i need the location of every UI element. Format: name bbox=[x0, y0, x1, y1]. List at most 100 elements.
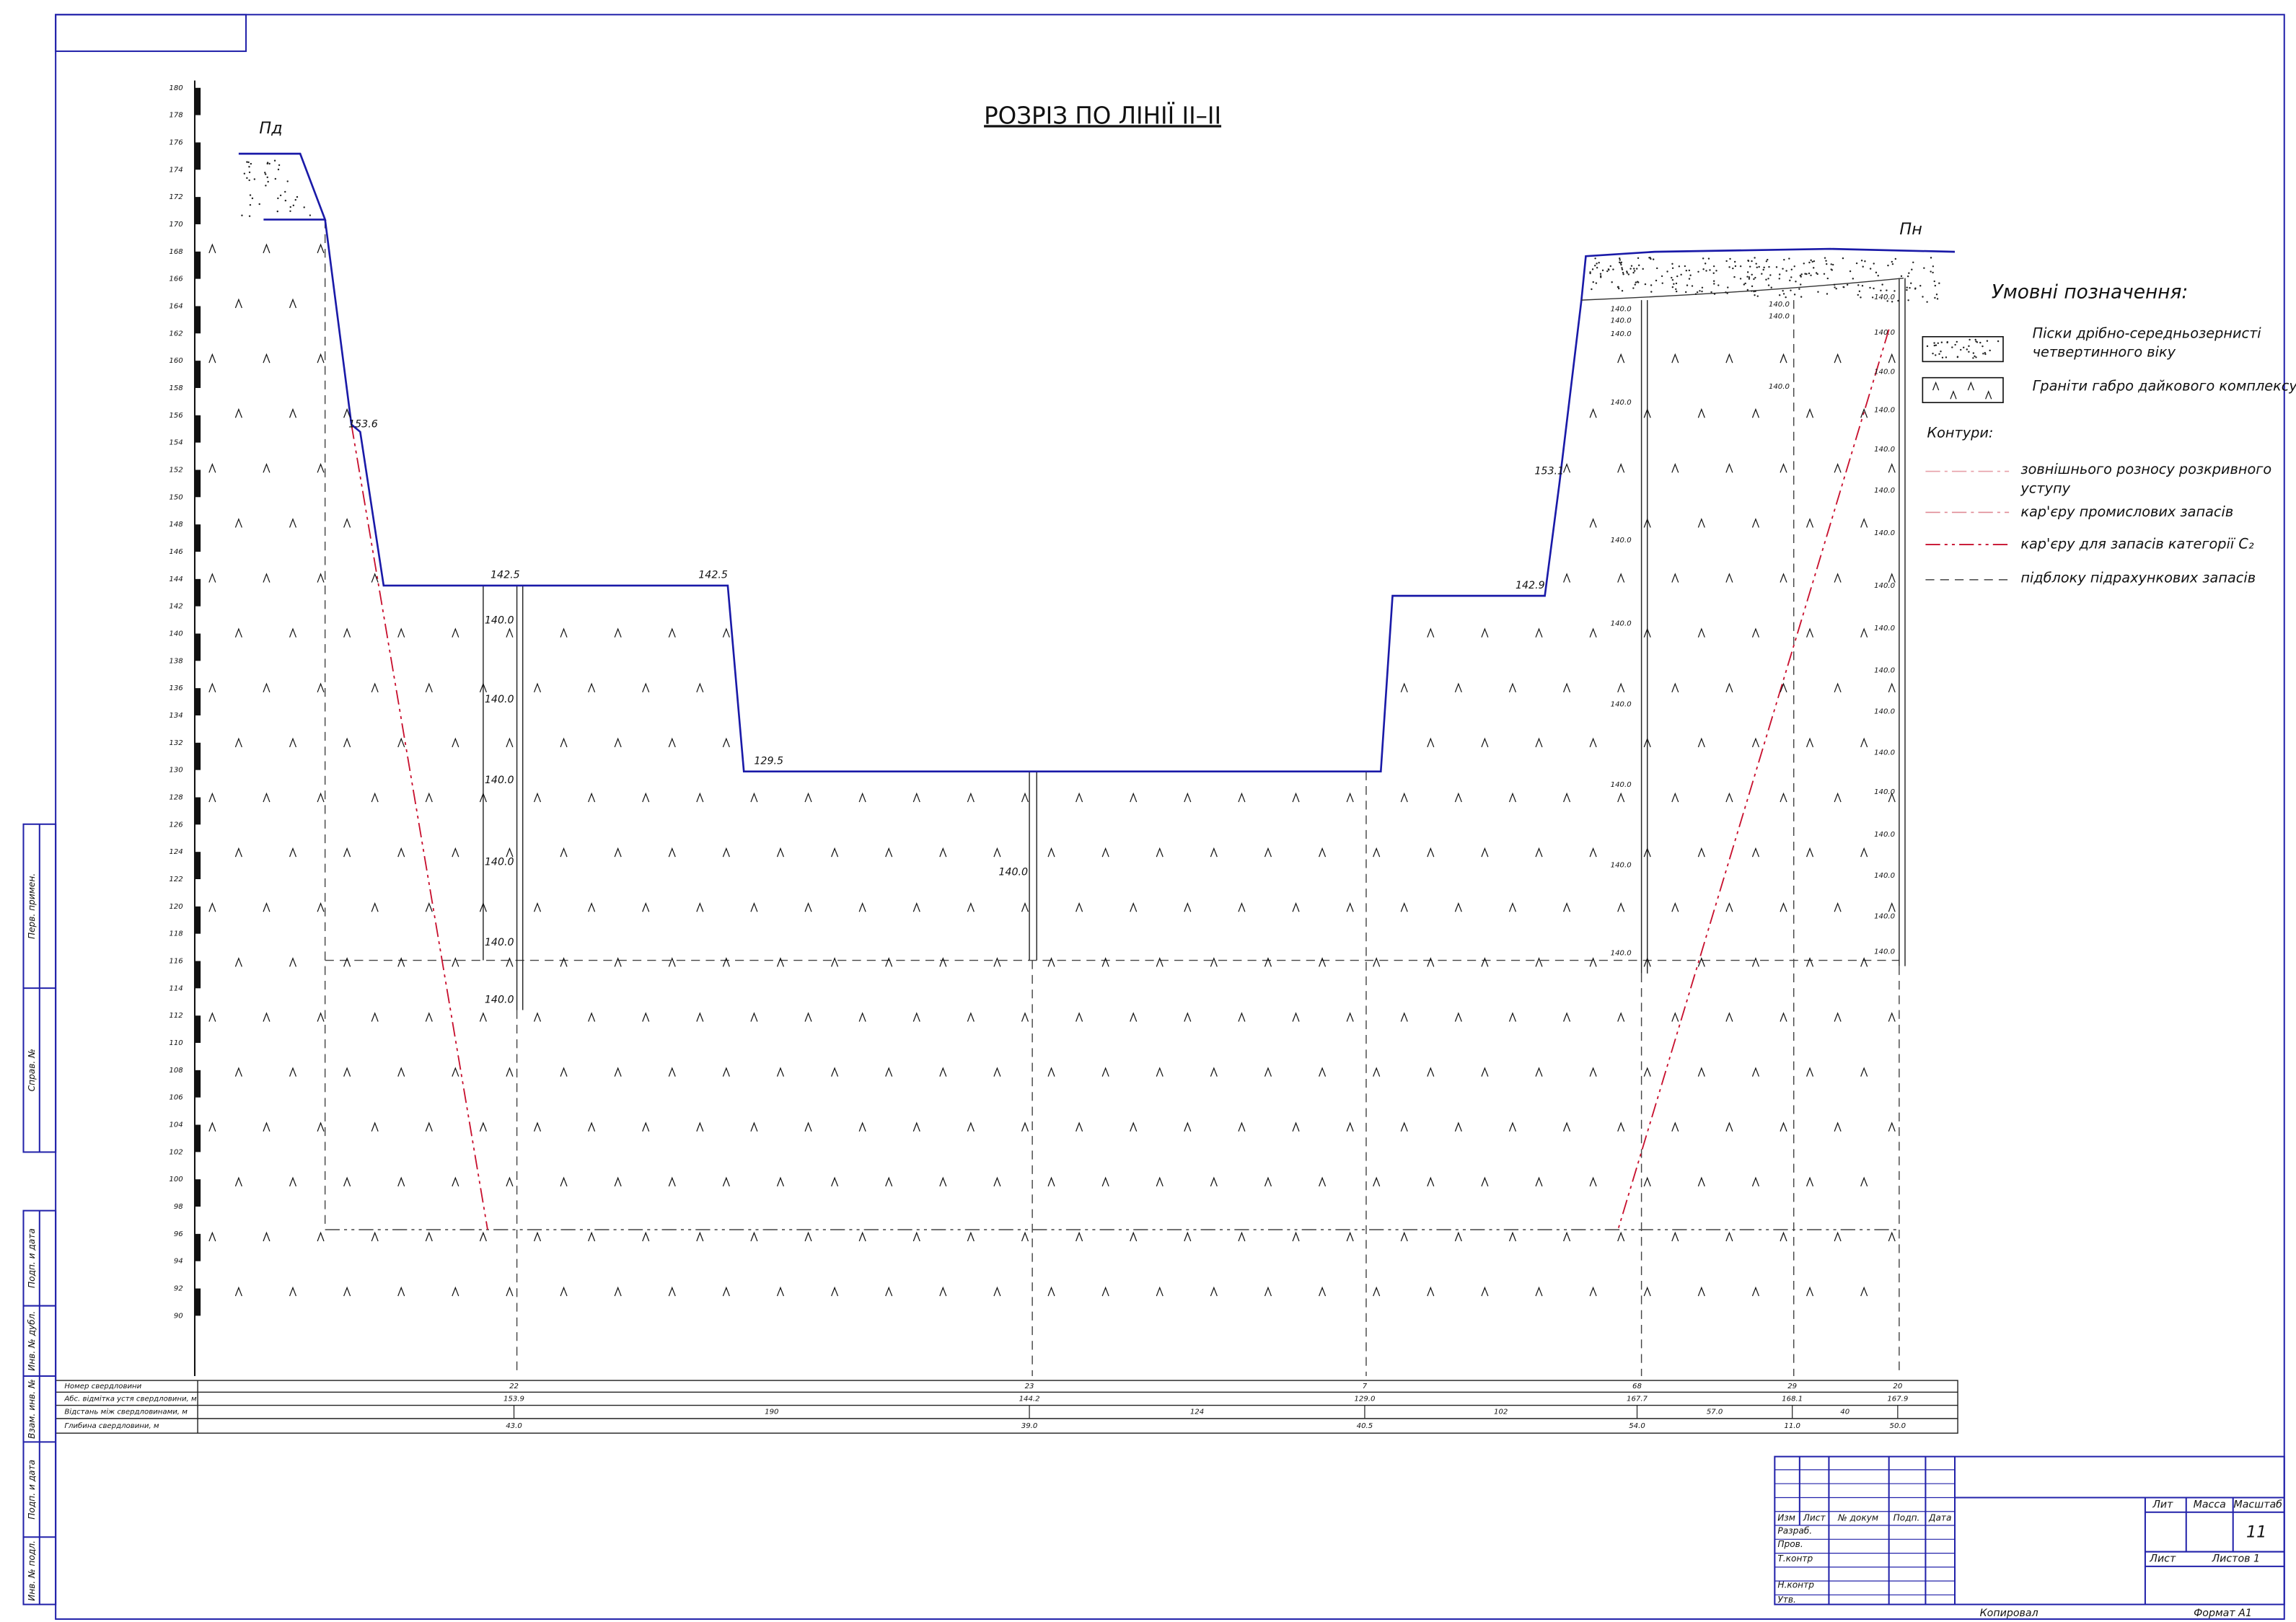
sand-dot bbox=[268, 162, 270, 165]
scale-label: 104 bbox=[169, 1121, 182, 1129]
sand-dot bbox=[1637, 264, 1640, 267]
sand-dot bbox=[1813, 260, 1816, 263]
granite-hatch bbox=[371, 573, 379, 583]
sand-dot bbox=[247, 161, 250, 164]
sand-dot bbox=[1753, 290, 1755, 293]
granite-hatch bbox=[1346, 792, 1354, 803]
granite-hatch bbox=[885, 957, 893, 967]
scale-label: 122 bbox=[169, 876, 182, 883]
sand-dot bbox=[1622, 273, 1624, 276]
sand-dot bbox=[1684, 265, 1686, 268]
granite-hatch bbox=[1725, 902, 1733, 912]
granite-hatch bbox=[1481, 957, 1489, 967]
sand-dot bbox=[1935, 344, 1937, 346]
granite-hatch bbox=[1535, 957, 1543, 967]
sand-dot bbox=[1825, 260, 1827, 262]
scale-segment bbox=[194, 470, 201, 498]
granite-hatch bbox=[1780, 573, 1787, 583]
granite-hatch bbox=[1671, 1231, 1679, 1242]
side-stamp bbox=[22, 823, 57, 1605]
sand-dot bbox=[258, 203, 260, 206]
granite-hatch bbox=[1643, 737, 1651, 748]
sand-dot bbox=[1656, 267, 1658, 270]
granite-hatch bbox=[1427, 1067, 1435, 1077]
sand-dot bbox=[1982, 353, 1984, 355]
sand-dot bbox=[1598, 261, 1600, 264]
granite-hatch bbox=[1751, 1067, 1759, 1077]
sand-dot bbox=[1782, 268, 1784, 270]
sand-dot bbox=[1881, 283, 1883, 286]
granite-hatch bbox=[1780, 682, 1787, 693]
sand-dot bbox=[1966, 348, 1969, 351]
granite-hatch bbox=[1292, 902, 1300, 912]
sand-dot bbox=[1906, 288, 1908, 291]
granite-hatch bbox=[263, 902, 270, 912]
scale-segment bbox=[194, 633, 201, 661]
granite-hatch bbox=[208, 1231, 216, 1242]
table-cell: 129.0 bbox=[1354, 1395, 1375, 1403]
granite-hatch bbox=[1780, 1012, 1787, 1022]
sand-dot bbox=[267, 180, 269, 183]
sand-dot bbox=[266, 176, 268, 179]
granite-hatch bbox=[804, 1121, 812, 1132]
granite-hatch bbox=[668, 1286, 676, 1297]
stamp-label: Инв. № подл. bbox=[27, 1541, 37, 1601]
granite-hatch bbox=[776, 1176, 785, 1187]
granite-hatch bbox=[696, 902, 704, 912]
granite-hatch bbox=[1860, 1176, 1868, 1187]
sand-dot bbox=[1934, 284, 1937, 287]
sand-dot bbox=[1789, 279, 1791, 282]
granite-hatch bbox=[776, 1067, 785, 1077]
granite-hatch bbox=[1806, 1286, 1814, 1297]
table-cell: 153.9 bbox=[503, 1395, 524, 1403]
sand-dot bbox=[1926, 301, 1928, 303]
table-distance: 190 bbox=[765, 1409, 778, 1416]
granite-hatch bbox=[722, 1176, 730, 1187]
granite-hatch bbox=[1076, 902, 1083, 912]
granite-hatch bbox=[750, 792, 758, 803]
sand-dot bbox=[309, 214, 312, 216]
granite-hatch bbox=[234, 737, 242, 748]
sand-dot bbox=[1709, 269, 1711, 271]
sand-dot bbox=[292, 204, 295, 207]
granite-hatch bbox=[317, 1231, 325, 1242]
granite-hatch bbox=[1617, 463, 1625, 473]
sand-dot bbox=[1650, 284, 1653, 286]
sand-dot bbox=[1880, 289, 1882, 292]
granite-hatch bbox=[1210, 957, 1218, 967]
granite-hatch bbox=[263, 353, 270, 363]
granite-hatch bbox=[1563, 902, 1571, 912]
sand-dot bbox=[1914, 288, 1917, 290]
sand-dot bbox=[1842, 286, 1844, 288]
granite-hatch bbox=[234, 627, 242, 638]
sand-dot bbox=[1746, 271, 1749, 273]
scale-label: 98 bbox=[174, 1203, 183, 1211]
granite-hatch bbox=[397, 847, 405, 858]
format-label: Формат A1 bbox=[2194, 1608, 2252, 1619]
granite-hatch bbox=[1671, 353, 1679, 363]
granite-hatch bbox=[1238, 1121, 1246, 1132]
granite-hatch bbox=[1888, 792, 1896, 803]
granite-hatch bbox=[1346, 1012, 1354, 1022]
sand-dot bbox=[1671, 267, 1674, 270]
direction-south: Пд bbox=[259, 119, 282, 138]
sand-dot bbox=[1618, 261, 1621, 264]
granite-hatch bbox=[912, 902, 920, 912]
granite-hatch bbox=[1780, 1121, 1787, 1132]
granite-hatch bbox=[750, 1121, 758, 1132]
granite-hatch bbox=[1780, 1231, 1787, 1242]
granite-hatch bbox=[1454, 792, 1462, 803]
sand-dot bbox=[303, 206, 305, 208]
scale-segment bbox=[194, 578, 201, 607]
sand-dot bbox=[1951, 346, 1953, 348]
pit-contour-left bbox=[351, 424, 488, 1230]
well-depth-label: 140.0 bbox=[1874, 708, 1895, 715]
granite-hatch bbox=[858, 1121, 866, 1132]
elevation-label: 153.1 bbox=[1534, 466, 1564, 477]
well-depth-label: 140.0 bbox=[998, 867, 1028, 878]
scale-segment bbox=[194, 742, 201, 770]
legend-title: Умовні позначення: bbox=[1992, 281, 2188, 303]
sand-dot bbox=[1834, 286, 1836, 288]
scale-label: 172 bbox=[169, 193, 182, 201]
granite-hatch bbox=[1210, 1067, 1218, 1077]
